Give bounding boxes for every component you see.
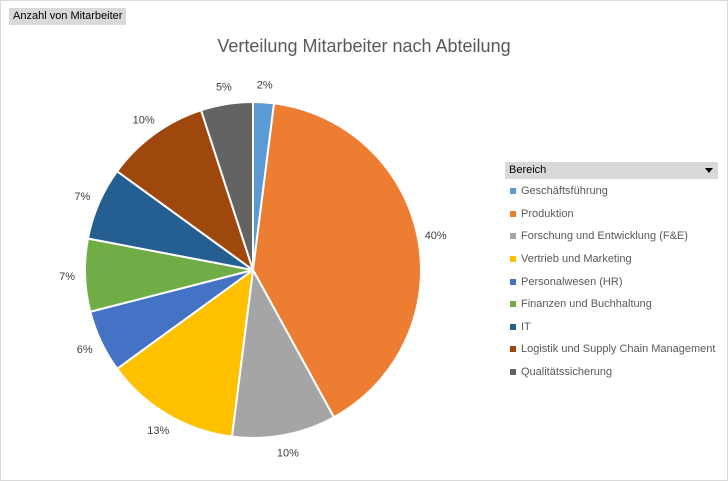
dropdown-arrow-icon[interactable]: [705, 168, 713, 173]
legend-item[interactable]: Forschung und Entwicklung (F&E): [510, 225, 715, 248]
legend-item[interactable]: Produktion: [510, 203, 715, 226]
legend-label: Finanzen und Buchhaltung: [521, 298, 652, 311]
data-label: 40%: [425, 230, 447, 242]
legend-item[interactable]: Finanzen und Buchhaltung: [510, 293, 715, 316]
legend-item[interactable]: Personalwesen (HR): [510, 270, 715, 293]
legend-label: Vertrieb und Marketing: [521, 253, 632, 266]
pie-slice[interactable]: [230, 266, 336, 439]
data-label: 6%: [77, 344, 93, 356]
legend-swatch: [510, 233, 516, 240]
legend-title: Bereich: [509, 164, 547, 176]
data-label: 7%: [74, 191, 90, 203]
legend-label: Geschäftsführung: [521, 185, 608, 198]
legend-swatch: [510, 369, 516, 376]
legend-filter-button[interactable]: Bereich: [505, 162, 718, 179]
legend-label: IT: [521, 320, 531, 333]
pie-slice[interactable]: [115, 108, 255, 273]
legend: Geschäftsführung Produktion Forschung und …: [510, 180, 715, 383]
legend-label: Logistik und Supply Chain Management: [521, 343, 716, 356]
data-label: 10%: [277, 448, 299, 460]
chart-title: Verteilung Mitarbeiter nach Abteilung: [217, 36, 511, 56]
legend-label: Forschung und Entwicklung (F&E): [521, 230, 688, 243]
data-label: 13%: [147, 425, 169, 437]
legend-label: Produktion: [521, 207, 574, 220]
pie-slice[interactable]: [199, 100, 254, 271]
legend-swatch: [510, 278, 516, 285]
data-label: 7%: [59, 271, 75, 283]
legend-item[interactable]: Logistik und Supply Chain Management: [510, 338, 715, 361]
legend-swatch: [510, 210, 516, 217]
legend-item[interactable]: Qualitätssicherung: [510, 361, 715, 384]
legend-swatch: [510, 256, 516, 263]
legend-swatch: [510, 323, 516, 330]
legend-swatch: [510, 346, 516, 353]
data-label: 2%: [257, 79, 273, 91]
data-label: 5%: [216, 81, 232, 93]
legend-label: Personalwesen (HR): [521, 275, 623, 288]
pie-slice[interactable]: [251, 102, 423, 419]
value-field-button[interactable]: Anzahl von Mitarbeiter: [9, 8, 127, 25]
data-label: 10%: [133, 115, 155, 127]
pie-slice[interactable]: [115, 267, 255, 438]
legend-item[interactable]: Geschäftsführung: [510, 180, 715, 203]
legend-swatch: [510, 188, 516, 195]
legend-swatch: [510, 301, 516, 308]
legend-item[interactable]: Vertrieb und Marketing: [510, 248, 715, 271]
legend-label: Qualitätssicherung: [521, 366, 613, 379]
legend-item[interactable]: IT: [510, 316, 715, 339]
